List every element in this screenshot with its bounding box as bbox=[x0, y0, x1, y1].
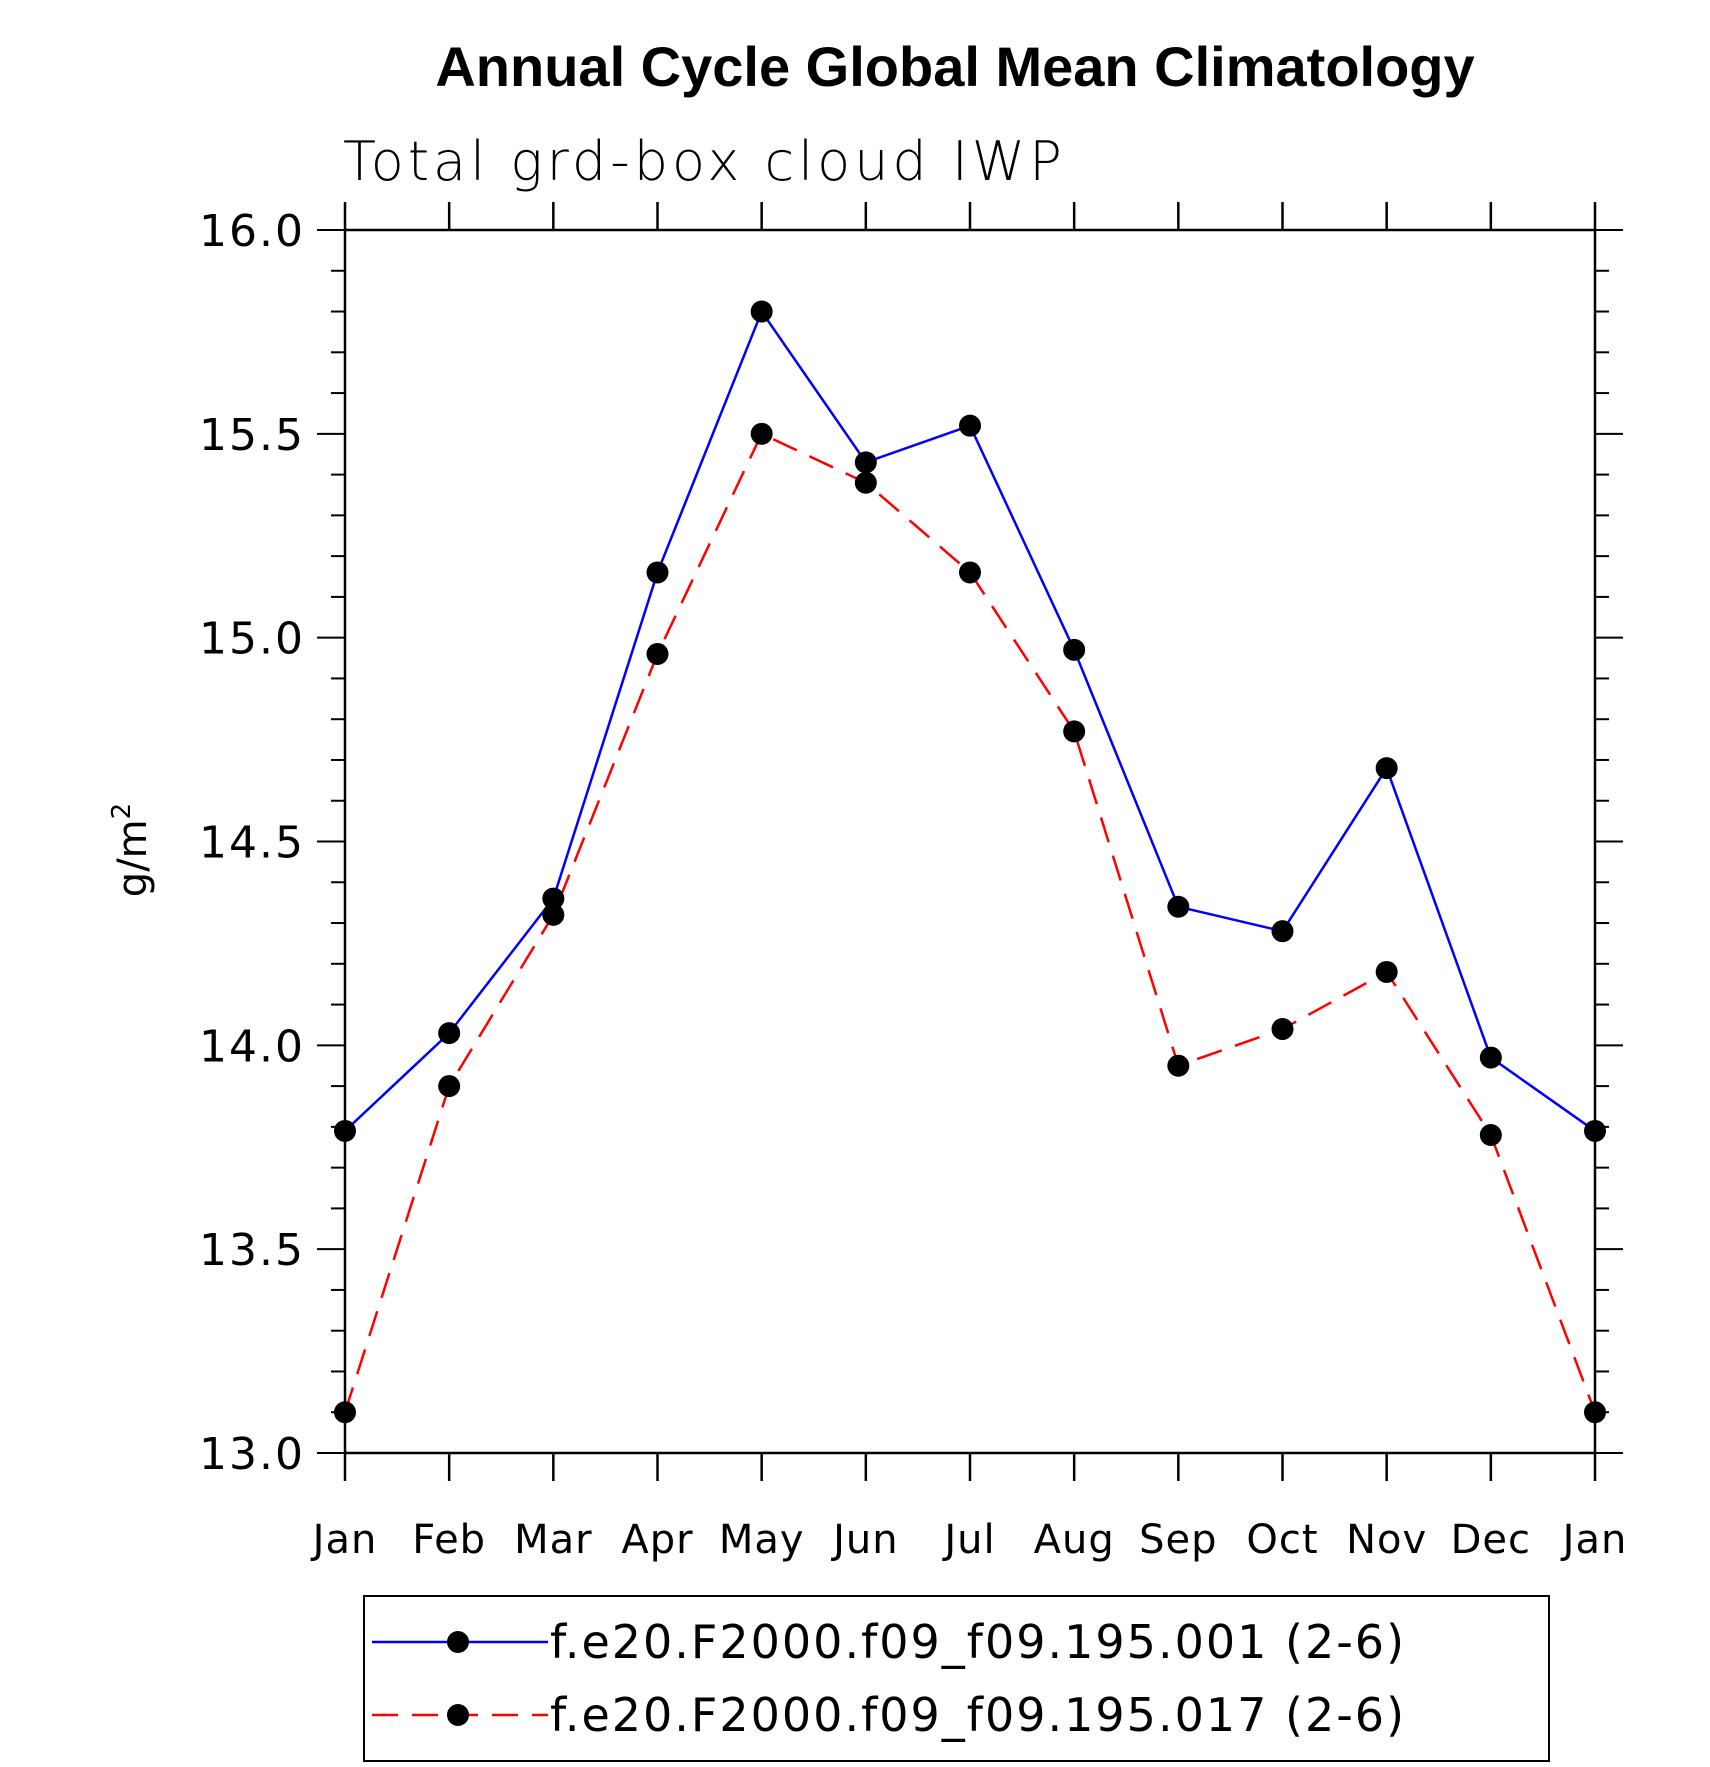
x-tick-label: Aug bbox=[1034, 1517, 1115, 1563]
data-point bbox=[750, 422, 773, 445]
legend: f.e20.F2000.f09_f09.195.001 (2-6) f.e20.F… bbox=[363, 1595, 1550, 1762]
data-point bbox=[1479, 1124, 1502, 1147]
legend-box bbox=[363, 1595, 1550, 1762]
x-tick-label: Jul bbox=[941, 1517, 995, 1563]
data-point bbox=[646, 561, 669, 584]
chart-subtitle: Total grd-box cloud IWP bbox=[343, 130, 1066, 193]
y-tick-label: 13.0 bbox=[199, 1429, 305, 1480]
data-point bbox=[854, 471, 877, 494]
legend-label: f.e20.F2000.f09_f09.195.001 (2-6) bbox=[550, 1615, 1406, 1669]
y-tick-label: 16.0 bbox=[199, 206, 305, 257]
data-point bbox=[1584, 1119, 1606, 1142]
legend-marker bbox=[447, 1704, 469, 1726]
data-point bbox=[438, 1022, 461, 1045]
x-tick-label: Oct bbox=[1246, 1517, 1318, 1563]
legend-marker bbox=[447, 1631, 469, 1653]
x-tick-label: Dec bbox=[1451, 1517, 1531, 1563]
x-tick-label: Feb bbox=[412, 1517, 486, 1563]
series-layer bbox=[334, 300, 1606, 1424]
data-point bbox=[1167, 895, 1190, 918]
data-point bbox=[1167, 1054, 1190, 1077]
legend-entries: f.e20.F2000.f09_f09.195.001 (2-6) f.e20.F… bbox=[372, 1615, 1406, 1742]
plot-frame bbox=[343, 228, 1597, 1455]
y-axis-label: g/m2 bbox=[107, 803, 156, 897]
data-point bbox=[438, 1075, 461, 1098]
data-point bbox=[854, 451, 877, 474]
data-point bbox=[1063, 638, 1086, 661]
data-point bbox=[646, 642, 669, 665]
data-point bbox=[1063, 720, 1086, 743]
axes bbox=[317, 202, 1623, 1481]
y-tick-label: 14.5 bbox=[199, 818, 305, 869]
x-tick-label: Jan bbox=[310, 1517, 378, 1563]
x-tick-label: May bbox=[719, 1517, 805, 1563]
y-tick-label: 14.0 bbox=[199, 1021, 305, 1072]
x-tick-label: Apr bbox=[621, 1517, 693, 1563]
tick-labels: 13.0 13.5 14.0 14.5 15.0 15.5 16.0 Jan Feb Mar Apr… bbox=[199, 206, 1628, 1563]
data-point bbox=[1584, 1401, 1606, 1424]
x-tick-label: Mar bbox=[514, 1517, 592, 1563]
y-axis-label-superscript: 2 bbox=[107, 803, 137, 820]
chart-title: Annual Cycle Global Mean Climatology bbox=[435, 35, 1474, 98]
data-point bbox=[1479, 1046, 1502, 1069]
data-point bbox=[1375, 757, 1398, 780]
data-point bbox=[959, 414, 981, 437]
y-tick-label: 15.0 bbox=[199, 614, 305, 665]
data-point bbox=[750, 300, 773, 323]
data-point bbox=[542, 887, 565, 910]
data-point bbox=[542, 903, 565, 926]
y-tick-label: 15.5 bbox=[199, 410, 305, 461]
x-tick-label: Jun bbox=[830, 1517, 899, 1563]
legend-label: f.e20.F2000.f09_f09.195.017 (2-6) bbox=[550, 1688, 1406, 1742]
data-point bbox=[1271, 920, 1294, 943]
y-axis-label-unit: g/m bbox=[110, 819, 156, 897]
x-tick-label: Jan bbox=[1560, 1517, 1628, 1563]
y-tick-label: 13.5 bbox=[199, 1225, 305, 1276]
data-point bbox=[1375, 960, 1398, 983]
x-tick-label: Nov bbox=[1346, 1517, 1427, 1563]
data-point bbox=[334, 1119, 356, 1142]
x-tick-label: Sep bbox=[1139, 1517, 1217, 1563]
data-point bbox=[1271, 1018, 1294, 1041]
data-point bbox=[334, 1401, 356, 1424]
data-point bbox=[959, 561, 981, 584]
